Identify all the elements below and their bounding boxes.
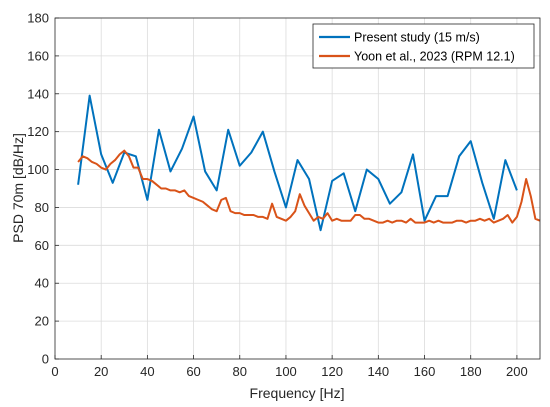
legend-box [312, 23, 535, 69]
y-tick-label: 140 [27, 86, 49, 101]
yoon-2023-series-line [77, 149, 541, 224]
axis-ticks: 0 20 40 60 80 100 120 140 160 180 200 0 20 40 60 80 100 1… [27, 11, 527, 380]
x-tick-label: 20 [94, 364, 108, 379]
x-tick-label: 180 [460, 364, 482, 379]
x-tick-label: 0 [51, 364, 58, 379]
plot-frame [54, 17, 541, 360]
legend-label-present-study: Present study (15 m/s) [354, 31, 480, 45]
x-tick-label: 60 [186, 364, 200, 379]
x-tick-label: 160 [414, 364, 436, 379]
grid-lines [55, 17, 540, 359]
y-tick-label: 120 [27, 124, 49, 139]
y-axis-title: PSD 70m [dB/Hz] [10, 133, 26, 243]
y-tick-label: 40 [35, 276, 49, 291]
y-tick-label: 60 [35, 238, 49, 253]
x-tick-label: 200 [506, 364, 528, 379]
x-axis-title: Frequency [Hz] [250, 385, 345, 401]
plot-area [55, 18, 540, 359]
present-study-series-line [77, 94, 518, 232]
y-tick-label: 100 [27, 162, 49, 177]
x-tick-label: 140 [367, 364, 389, 379]
x-tick-label: 40 [140, 364, 154, 379]
y-tick-label: 180 [27, 11, 49, 26]
x-tick-label: 80 [233, 364, 247, 379]
y-tick-label: 20 [35, 314, 49, 329]
legend: Present study (15 m/s) Yoon et al., 2023… [312, 23, 535, 69]
series-layer [77, 94, 541, 232]
y-tick-label: 0 [42, 352, 49, 367]
x-tick-label: 100 [275, 364, 297, 379]
x-tick-label: 120 [321, 364, 343, 379]
legend-label-yoon-2023: Yoon et al., 2023 (RPM 12.1) [354, 50, 515, 64]
y-tick-label: 80 [35, 200, 49, 215]
y-tick-label: 160 [27, 48, 49, 63]
